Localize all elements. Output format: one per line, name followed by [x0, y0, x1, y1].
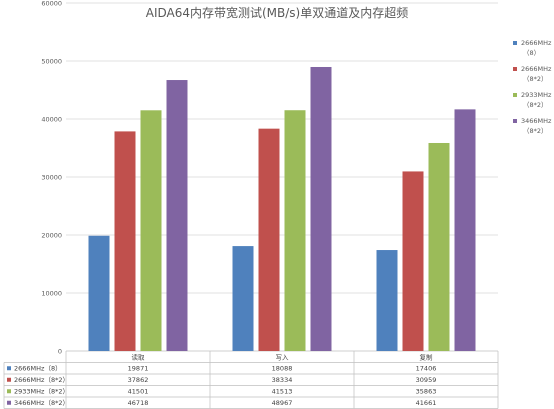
bar	[88, 235, 110, 351]
table-series-label: 2666MHz（8*2）	[14, 376, 69, 384]
data-label: 46718	[128, 399, 149, 407]
legend-swatch	[513, 67, 517, 71]
legend-label: （8）	[523, 49, 540, 57]
table-series-label: 2666MHz（8）	[14, 365, 62, 373]
legend-label: （8*2）	[523, 127, 548, 135]
y-tick-label: 0	[58, 348, 62, 356]
legend-label: （8*2）	[523, 75, 548, 83]
bar	[140, 110, 162, 352]
data-label: 41501	[128, 388, 149, 396]
bar	[114, 131, 136, 351]
y-tick-label: 10000	[41, 290, 62, 298]
y-axis-tick-labels: 0 10000 20000 30000 40000 50000 60000	[41, 0, 62, 356]
bar	[232, 246, 254, 351]
y-tick-label: 20000	[41, 232, 62, 240]
data-label: 48967	[272, 399, 293, 407]
x-category-label: 读取	[132, 353, 146, 362]
legend-label: 2666MHz	[521, 65, 552, 73]
bar	[376, 250, 398, 351]
x-category-label: 复制	[420, 353, 434, 362]
y-tick-label: 30000	[41, 174, 62, 182]
table-legend-key	[7, 400, 11, 405]
data-label: 41661	[416, 399, 437, 407]
table-legend-key	[7, 389, 11, 394]
data-label: 35863	[416, 388, 437, 396]
gridlines	[66, 2, 498, 352]
bar	[402, 171, 424, 351]
bar	[166, 80, 188, 352]
table-legend-key	[7, 377, 11, 382]
y-tick-label: 40000	[41, 116, 62, 124]
table-series-label: 3466MHz（8*2）	[14, 399, 69, 407]
bar	[310, 66, 332, 352]
bar	[258, 128, 280, 351]
legend-label: 3466MHz	[521, 117, 552, 125]
data-label: 18088	[272, 365, 293, 373]
data-label: 41513	[272, 388, 293, 396]
data-label: 17406	[416, 365, 437, 373]
data-label: 30959	[416, 376, 437, 384]
table-legend-key	[7, 366, 11, 371]
legend-label: （8*2）	[523, 101, 548, 109]
x-category-label: 写入	[276, 354, 290, 362]
bar	[428, 142, 450, 351]
legend-swatch	[513, 119, 517, 123]
legend-swatch	[513, 93, 517, 97]
data-label: 37862	[128, 376, 149, 384]
bar	[284, 110, 306, 351]
bar	[454, 109, 476, 351]
chart-title: AIDA64内存带宽测试(MB/s)单双通道及内存超频	[146, 5, 409, 20]
legend-swatch	[513, 41, 517, 45]
data-label: 38334	[272, 376, 293, 384]
bars	[88, 66, 476, 352]
legend-label: 2666MHz	[521, 39, 552, 47]
data-table: 读取 写入 复制 2666MHz（8） 19871 18088 17406 2666MHz（8…	[3, 351, 499, 409]
table-series-label: 2933MHz（8*2）	[14, 388, 69, 396]
legend: 2666MHz （8） 2666MHz （8*2） 2933MHz （8*2） 3466MH…	[513, 39, 552, 135]
y-tick-label: 50000	[41, 58, 62, 66]
data-label: 19871	[128, 365, 149, 373]
legend-label: 2933MHz	[521, 91, 552, 99]
y-tick-label: 60000	[41, 0, 62, 8]
